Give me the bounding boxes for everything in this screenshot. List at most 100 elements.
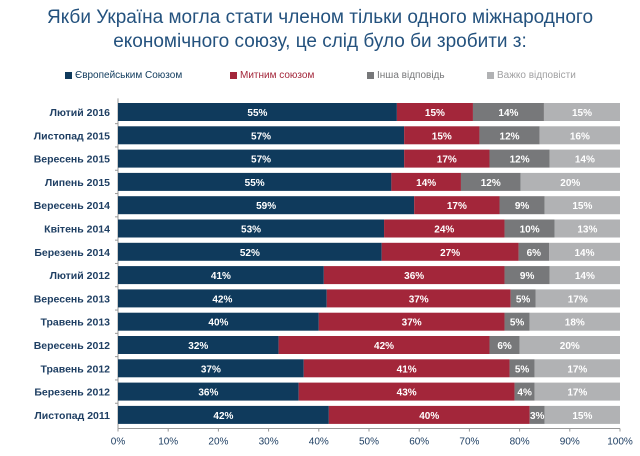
data-label: 32% — [188, 341, 208, 352]
bar-segment — [535, 289, 620, 308]
bar-segment — [404, 126, 480, 145]
data-label: 36% — [198, 388, 218, 399]
bar-segment — [381, 242, 519, 261]
x-tick-label: 90% — [560, 437, 580, 448]
data-label: 14% — [498, 108, 518, 119]
chart-title: Якби Україна могла стати членом тільки о… — [46, 7, 594, 52]
data-label: 15% — [572, 201, 592, 212]
bar-segment — [118, 382, 299, 401]
legend: Європейським Союзом Митним союзом Інша від… — [0, 70, 640, 86]
bar-segment — [509, 359, 535, 378]
category-label: Вересень 2014 — [34, 200, 110, 212]
category-label: Лютий 2016 — [50, 107, 111, 119]
bar-segment — [118, 242, 382, 261]
bar-segment — [318, 312, 505, 331]
bar-segment — [396, 103, 473, 121]
category-label: Лютий 2012 — [50, 270, 111, 282]
legend-label: Інша відповідь — [377, 70, 445, 81]
data-label: 57% — [251, 155, 271, 166]
data-label: 14% — [575, 155, 595, 166]
data-label: 59% — [256, 201, 276, 212]
data-label: 17% — [447, 201, 467, 212]
legend-item: Важко відповісти — [487, 70, 576, 81]
category-label: Березень 2014 — [34, 247, 110, 259]
bar-segment — [520, 172, 620, 191]
data-label: 55% — [247, 108, 267, 119]
data-label: 40% — [419, 411, 439, 422]
data-label: 12% — [510, 155, 530, 166]
data-label: 37% — [402, 318, 422, 329]
bar-segment — [391, 172, 461, 191]
data-label: 27% — [440, 248, 460, 259]
data-label: 37% — [201, 364, 221, 375]
bar-segment — [534, 359, 620, 378]
x-tick-label: 60% — [409, 437, 429, 448]
data-label: 42% — [213, 411, 233, 422]
bar-segment — [529, 405, 545, 424]
bar-segment — [303, 359, 510, 378]
data-label: 16% — [570, 131, 590, 142]
bar-segment — [549, 242, 620, 261]
bar-segment — [510, 289, 536, 308]
bar-segment — [489, 149, 550, 168]
bar-segment — [118, 266, 324, 285]
data-label: 6% — [497, 341, 512, 352]
legend-swatch — [367, 72, 374, 79]
data-label: 42% — [212, 294, 232, 305]
data-label: 40% — [208, 318, 228, 329]
data-label: 36% — [404, 271, 424, 282]
bar-segment — [479, 126, 540, 145]
legend-swatch — [65, 72, 72, 79]
bar-segment — [489, 336, 520, 354]
data-label: 55% — [245, 178, 265, 189]
data-label: 12% — [481, 178, 501, 189]
category-label: Травень 2012 — [41, 363, 111, 375]
data-label: 20% — [560, 178, 580, 189]
data-label: 41% — [211, 271, 231, 282]
bar-segment — [298, 382, 515, 401]
data-label: 52% — [240, 248, 260, 259]
data-label: 15% — [425, 108, 445, 119]
category-label: Березень 2012 — [34, 387, 110, 399]
bar-segment — [519, 336, 620, 354]
x-tick-label: 10% — [158, 437, 178, 448]
bar-segment — [118, 405, 329, 424]
data-label: 57% — [251, 131, 271, 142]
data-label: 15% — [572, 411, 592, 422]
bar-segment — [118, 289, 327, 308]
legend-label: Митним союзом — [240, 70, 315, 81]
legend-item: Європейським Союзом — [65, 70, 182, 81]
data-label: 9% — [520, 271, 535, 282]
bar-segment — [529, 312, 620, 331]
bar-segment — [118, 126, 405, 145]
data-label: 15% — [432, 131, 452, 142]
bar-segment — [504, 312, 530, 331]
bar-segment — [554, 219, 620, 238]
category-label: Листопад 2015 — [34, 130, 110, 142]
legend-label: Європейським Союзом — [75, 70, 183, 81]
bar-segment — [414, 196, 500, 215]
data-label: 14% — [574, 248, 594, 259]
bar-segment — [472, 103, 544, 121]
bar-segment — [326, 289, 511, 308]
x-tick-label: 50% — [359, 437, 379, 448]
x-tick-label: 30% — [259, 437, 279, 448]
category-label: Квітень 2014 — [44, 224, 110, 236]
x-tick-label: 0% — [111, 437, 126, 448]
data-label: 20% — [560, 341, 580, 352]
data-label: 43% — [397, 388, 417, 399]
data-label: 12% — [500, 131, 520, 142]
bar-segment — [118, 312, 319, 331]
legend-swatch — [230, 72, 237, 79]
bar-segment — [118, 103, 397, 121]
bar-segment — [514, 382, 535, 401]
bar-segment — [323, 266, 505, 285]
data-label: 5% — [515, 364, 530, 375]
category-label: Вересень 2013 — [34, 293, 110, 305]
data-label: 18% — [565, 318, 585, 329]
bar-segment — [404, 149, 490, 168]
data-label: 17% — [568, 294, 588, 305]
bar-segment — [118, 359, 304, 378]
data-label: 41% — [397, 364, 417, 375]
